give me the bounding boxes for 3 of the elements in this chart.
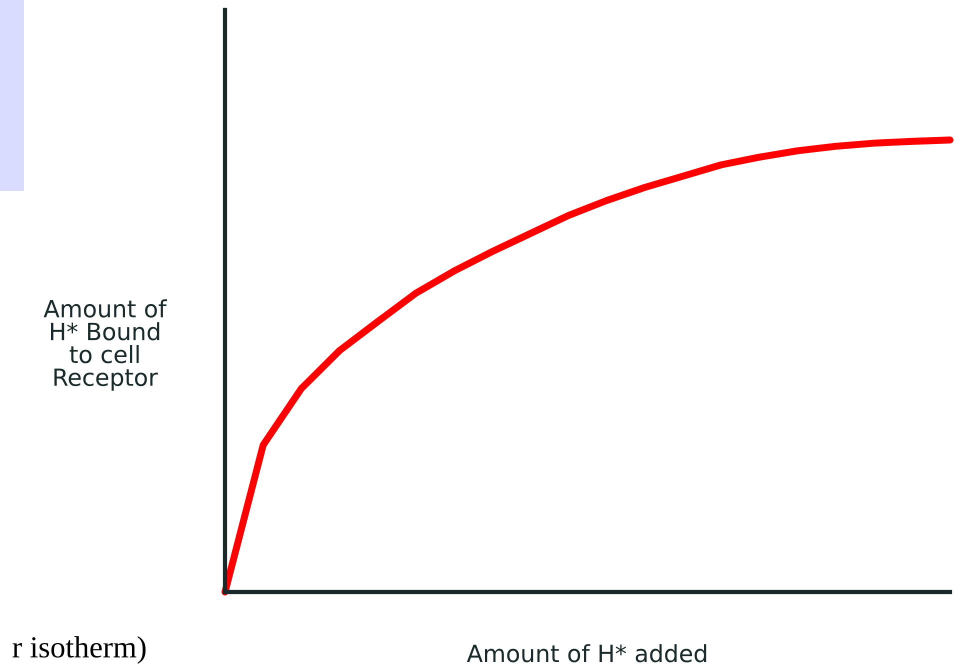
text: r isotherm) bbox=[12, 636, 146, 664]
x-axis-title: Amount of H* added bbox=[466, 644, 706, 662]
y-axis-title: Amount of H* Bound to cell Receptor bbox=[44, 299, 167, 391]
